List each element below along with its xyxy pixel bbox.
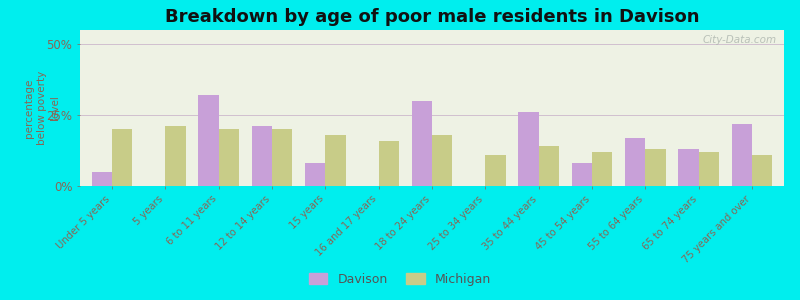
Bar (198, 95, 218, 186)
Bar (218, 129, 239, 186)
Bar (412, 101, 432, 186)
Bar (592, 152, 612, 186)
Legend: Davison, Michigan: Davison, Michigan (304, 268, 496, 291)
Bar (252, 126, 272, 186)
Bar (678, 149, 698, 186)
Y-axis label: percentage
below poverty
level: percentage below poverty level (24, 71, 60, 145)
Text: City-Data.com: City-Data.com (703, 35, 777, 45)
Bar (378, 141, 399, 186)
Bar (518, 112, 538, 186)
Bar (572, 163, 592, 186)
Bar (112, 129, 132, 186)
Bar (646, 149, 666, 186)
Bar (432, 135, 452, 186)
Bar (166, 126, 186, 186)
Bar (486, 155, 506, 186)
Title: Breakdown by age of poor male residents in Davison: Breakdown by age of poor male residents … (165, 8, 699, 26)
Bar (272, 129, 292, 186)
Bar (92, 172, 112, 186)
Bar (326, 135, 346, 186)
Bar (752, 155, 772, 186)
Bar (698, 152, 719, 186)
Bar (305, 163, 326, 186)
Bar (732, 124, 752, 186)
Bar (538, 146, 559, 186)
Bar (625, 138, 646, 186)
